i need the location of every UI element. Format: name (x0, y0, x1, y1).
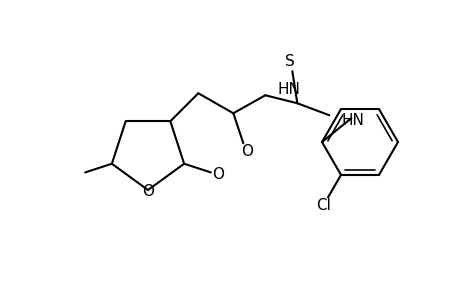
Text: HN: HN (341, 113, 364, 128)
Text: S: S (285, 54, 295, 69)
Text: HN: HN (277, 82, 300, 97)
Text: O: O (212, 167, 224, 182)
Text: O: O (142, 184, 154, 200)
Text: Cl: Cl (315, 198, 330, 213)
Text: O: O (241, 144, 253, 159)
